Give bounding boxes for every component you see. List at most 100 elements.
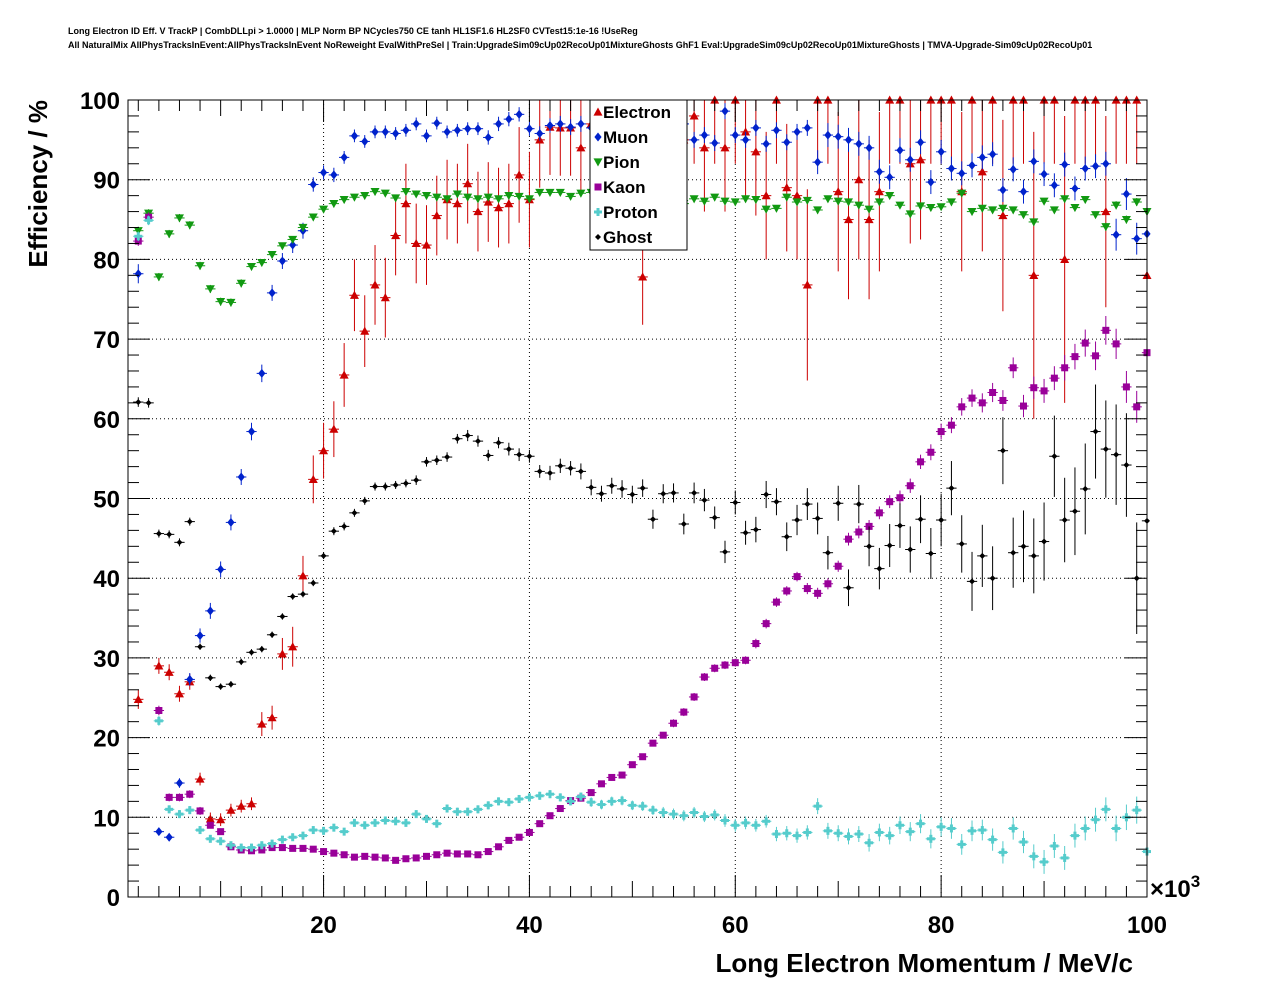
marker-bar [329,826,338,830]
marker [504,199,514,208]
marker [680,521,687,528]
muon-point [802,119,813,136]
marker [288,642,298,651]
ghost-point [462,429,473,442]
muon-point [400,123,412,137]
legend: Electron Muon Pion Kaon Proton Ghost [589,99,688,251]
kaon-point [493,843,504,851]
kaon-point [431,851,442,859]
marker [833,197,843,206]
ghost-point [390,480,401,489]
proton-point [966,820,978,842]
marker [804,501,811,508]
electron-point [1100,115,1111,308]
marker [988,206,998,215]
marker [361,852,369,860]
marker [1049,206,1059,215]
marker-bar [473,807,482,811]
marker-bar [494,799,503,803]
marker [927,177,935,187]
muon-point [730,127,741,144]
proton-point [761,814,772,828]
marker-bar [978,828,987,832]
ghost-point [822,535,834,570]
electron-point [390,195,401,276]
marker [761,191,771,200]
marker [278,844,286,852]
muon-point [1038,162,1050,187]
electron-point [164,664,175,681]
proton-point [935,817,947,837]
marker [216,815,226,824]
marker-bar [618,799,627,803]
marker [916,155,926,164]
marker [803,585,811,593]
proton-point [287,833,298,842]
electron-point [503,163,514,244]
marker [989,575,996,582]
kaon-point [668,719,679,728]
marker [947,421,955,429]
muon-point [688,131,700,148]
marker [977,204,987,213]
marker-bar [720,818,729,822]
marker [793,573,801,581]
marker [411,238,421,248]
ghost-point [452,433,463,444]
proton-point [555,793,566,802]
kaon-point [1090,341,1101,371]
kaon-point [534,820,545,828]
marker [721,548,728,555]
marker [751,196,761,205]
ghost-point [688,482,700,504]
marker [164,230,174,239]
marker [659,731,667,739]
marker [217,683,224,690]
proton-point [833,825,844,842]
pion-point [339,196,350,205]
proton-point [565,797,576,806]
marker [135,399,142,406]
legend-marker-ghost [595,234,601,240]
pion-point [935,203,947,212]
chart-title-line-1: Long Electron ID Eff. V TrackP | CombDLL… [68,26,638,36]
marker [247,262,257,272]
proton-point [812,798,823,815]
muon-point [740,131,751,148]
marker [330,170,338,180]
marker [391,230,401,240]
muon-point [483,130,494,145]
ghost-point [246,649,257,656]
marker [421,240,431,249]
marker [319,205,329,214]
pion-point [400,188,412,197]
kaon-point [637,753,648,761]
marker [463,179,473,188]
kaon-point [606,773,617,781]
electron-point [380,257,391,338]
marker [875,509,883,517]
ghost-point [205,674,216,682]
marker [524,195,534,204]
marker [205,285,215,294]
kaon-point [627,761,638,769]
pion-point [441,195,453,204]
proton-point [853,826,864,843]
proton-point [544,790,556,799]
marker-bar [432,822,441,826]
proton-point [1028,844,1039,869]
marker [319,446,329,455]
marker [545,188,555,197]
marker [834,132,842,142]
marker [494,195,504,204]
proton-point [277,835,288,844]
kaon-point [925,444,936,461]
ghost-point [761,480,772,509]
ghost-point [956,515,967,573]
proton-point [1100,797,1111,822]
marker [1132,198,1142,207]
marker [721,661,729,669]
pion-point [956,189,967,198]
proton-point [668,808,679,820]
muon-point [1018,179,1029,204]
